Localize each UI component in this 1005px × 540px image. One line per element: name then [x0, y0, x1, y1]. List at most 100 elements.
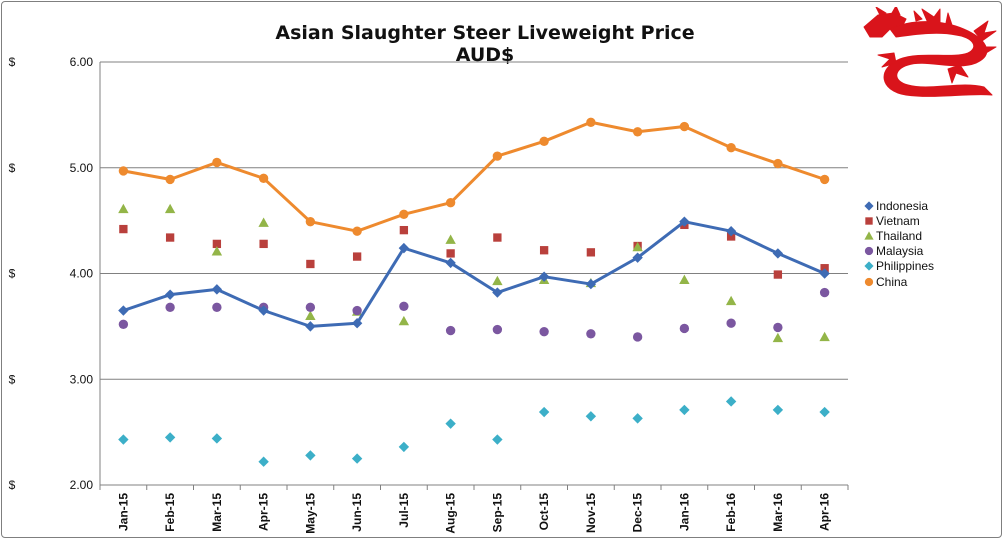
data-point — [679, 274, 690, 285]
y-tick-label: 2.00 — [70, 478, 94, 492]
data-point — [212, 302, 222, 313]
data-point — [445, 325, 456, 336]
data-point — [819, 287, 830, 298]
data-point — [773, 270, 783, 279]
data-point — [726, 232, 736, 241]
data-point — [492, 434, 503, 445]
data-point — [679, 404, 690, 416]
data-point — [258, 305, 269, 316]
data-point — [772, 332, 784, 343]
data-point — [820, 264, 829, 273]
x-tick-label: Dec-15 — [631, 493, 645, 533]
series-line-china — [123, 120, 826, 233]
legend-label: Indonesia — [876, 198, 929, 213]
x-tick-label: Jun-15 — [350, 493, 364, 532]
data-point — [305, 217, 316, 227]
data-point — [864, 247, 874, 256]
data-point — [864, 261, 874, 271]
data-point — [632, 127, 643, 137]
x-tick-label: Mar-16 — [771, 493, 785, 532]
data-point — [679, 323, 690, 334]
data-point — [772, 404, 784, 416]
x-tick-label: Oct-15 — [537, 493, 551, 531]
data-point — [398, 315, 410, 326]
data-point — [165, 174, 175, 185]
data-point — [773, 158, 783, 169]
data-point — [445, 197, 456, 208]
data-point — [864, 200, 874, 211]
x-tick-label: Aug-15 — [444, 493, 458, 534]
data-point — [398, 441, 410, 453]
data-point — [819, 268, 830, 279]
data-point — [118, 203, 129, 214]
data-point — [632, 252, 643, 263]
data-point — [679, 121, 690, 132]
legend-item: Malaysia — [862, 244, 934, 259]
data-point — [539, 246, 549, 255]
data-point — [586, 248, 596, 257]
data-point — [351, 318, 363, 329]
x-tick-label: Nov-15 — [584, 493, 598, 533]
legend-marker — [864, 277, 874, 286]
data-point — [305, 302, 316, 313]
x-tick-label: Mar-15 — [210, 493, 224, 532]
data-point — [864, 231, 874, 240]
data-point — [118, 434, 129, 445]
y-currency-label: $ — [9, 478, 16, 492]
legend-marker — [865, 217, 873, 225]
data-point — [446, 249, 455, 258]
data-point — [118, 305, 129, 316]
x-tick-label: Apr-15 — [257, 493, 271, 531]
data-point — [492, 275, 503, 286]
data-point — [211, 246, 223, 256]
legend-item: Philippines — [862, 259, 934, 274]
data-point — [211, 433, 223, 444]
x-tick-label: Feb-15 — [163, 493, 177, 532]
legend-marker — [864, 200, 874, 211]
data-point — [399, 209, 409, 219]
x-tick-label: May-15 — [303, 493, 317, 534]
legend-label: Thailand — [876, 228, 923, 243]
data-point — [632, 241, 643, 252]
data-point — [492, 151, 503, 161]
legend-label: Malaysia — [876, 244, 924, 259]
legend-item: China — [862, 274, 934, 289]
x-tick-label: Jan-16 — [677, 493, 691, 531]
y-tick-label: 6.00 — [70, 55, 94, 69]
data-point — [211, 284, 223, 295]
data-point — [212, 239, 222, 249]
data-point — [305, 321, 316, 332]
data-point — [586, 329, 596, 339]
legend-item: Vietnam — [862, 213, 934, 228]
data-point — [164, 289, 176, 300]
data-point — [539, 136, 549, 146]
data-point — [492, 324, 503, 335]
data-point — [773, 322, 783, 333]
data-point — [445, 257, 456, 269]
x-tick-label: Feb-16 — [724, 493, 738, 532]
data-point — [725, 396, 737, 407]
data-point — [165, 233, 175, 242]
data-point — [865, 217, 873, 225]
legend-marker — [864, 231, 874, 240]
data-point — [445, 234, 456, 244]
data-point — [725, 226, 737, 237]
data-point — [585, 278, 597, 290]
data-point — [538, 406, 550, 418]
data-point — [119, 224, 128, 234]
legend-label: Philippines — [876, 259, 935, 274]
y-tick-label: 4.00 — [70, 267, 94, 281]
y-tick-label: 3.00 — [70, 372, 94, 386]
chart-title: Asian Slaughter Steer Liveweight Price A… — [275, 22, 695, 66]
data-point — [772, 248, 784, 259]
data-point — [306, 259, 315, 269]
data-point — [539, 326, 549, 337]
legend-item: Indonesia — [862, 198, 934, 213]
data-point — [585, 411, 597, 422]
data-point — [819, 331, 830, 342]
x-tick-label: Sep-15 — [490, 493, 504, 533]
data-point — [679, 216, 690, 227]
data-point — [819, 174, 830, 185]
data-point — [164, 203, 176, 214]
